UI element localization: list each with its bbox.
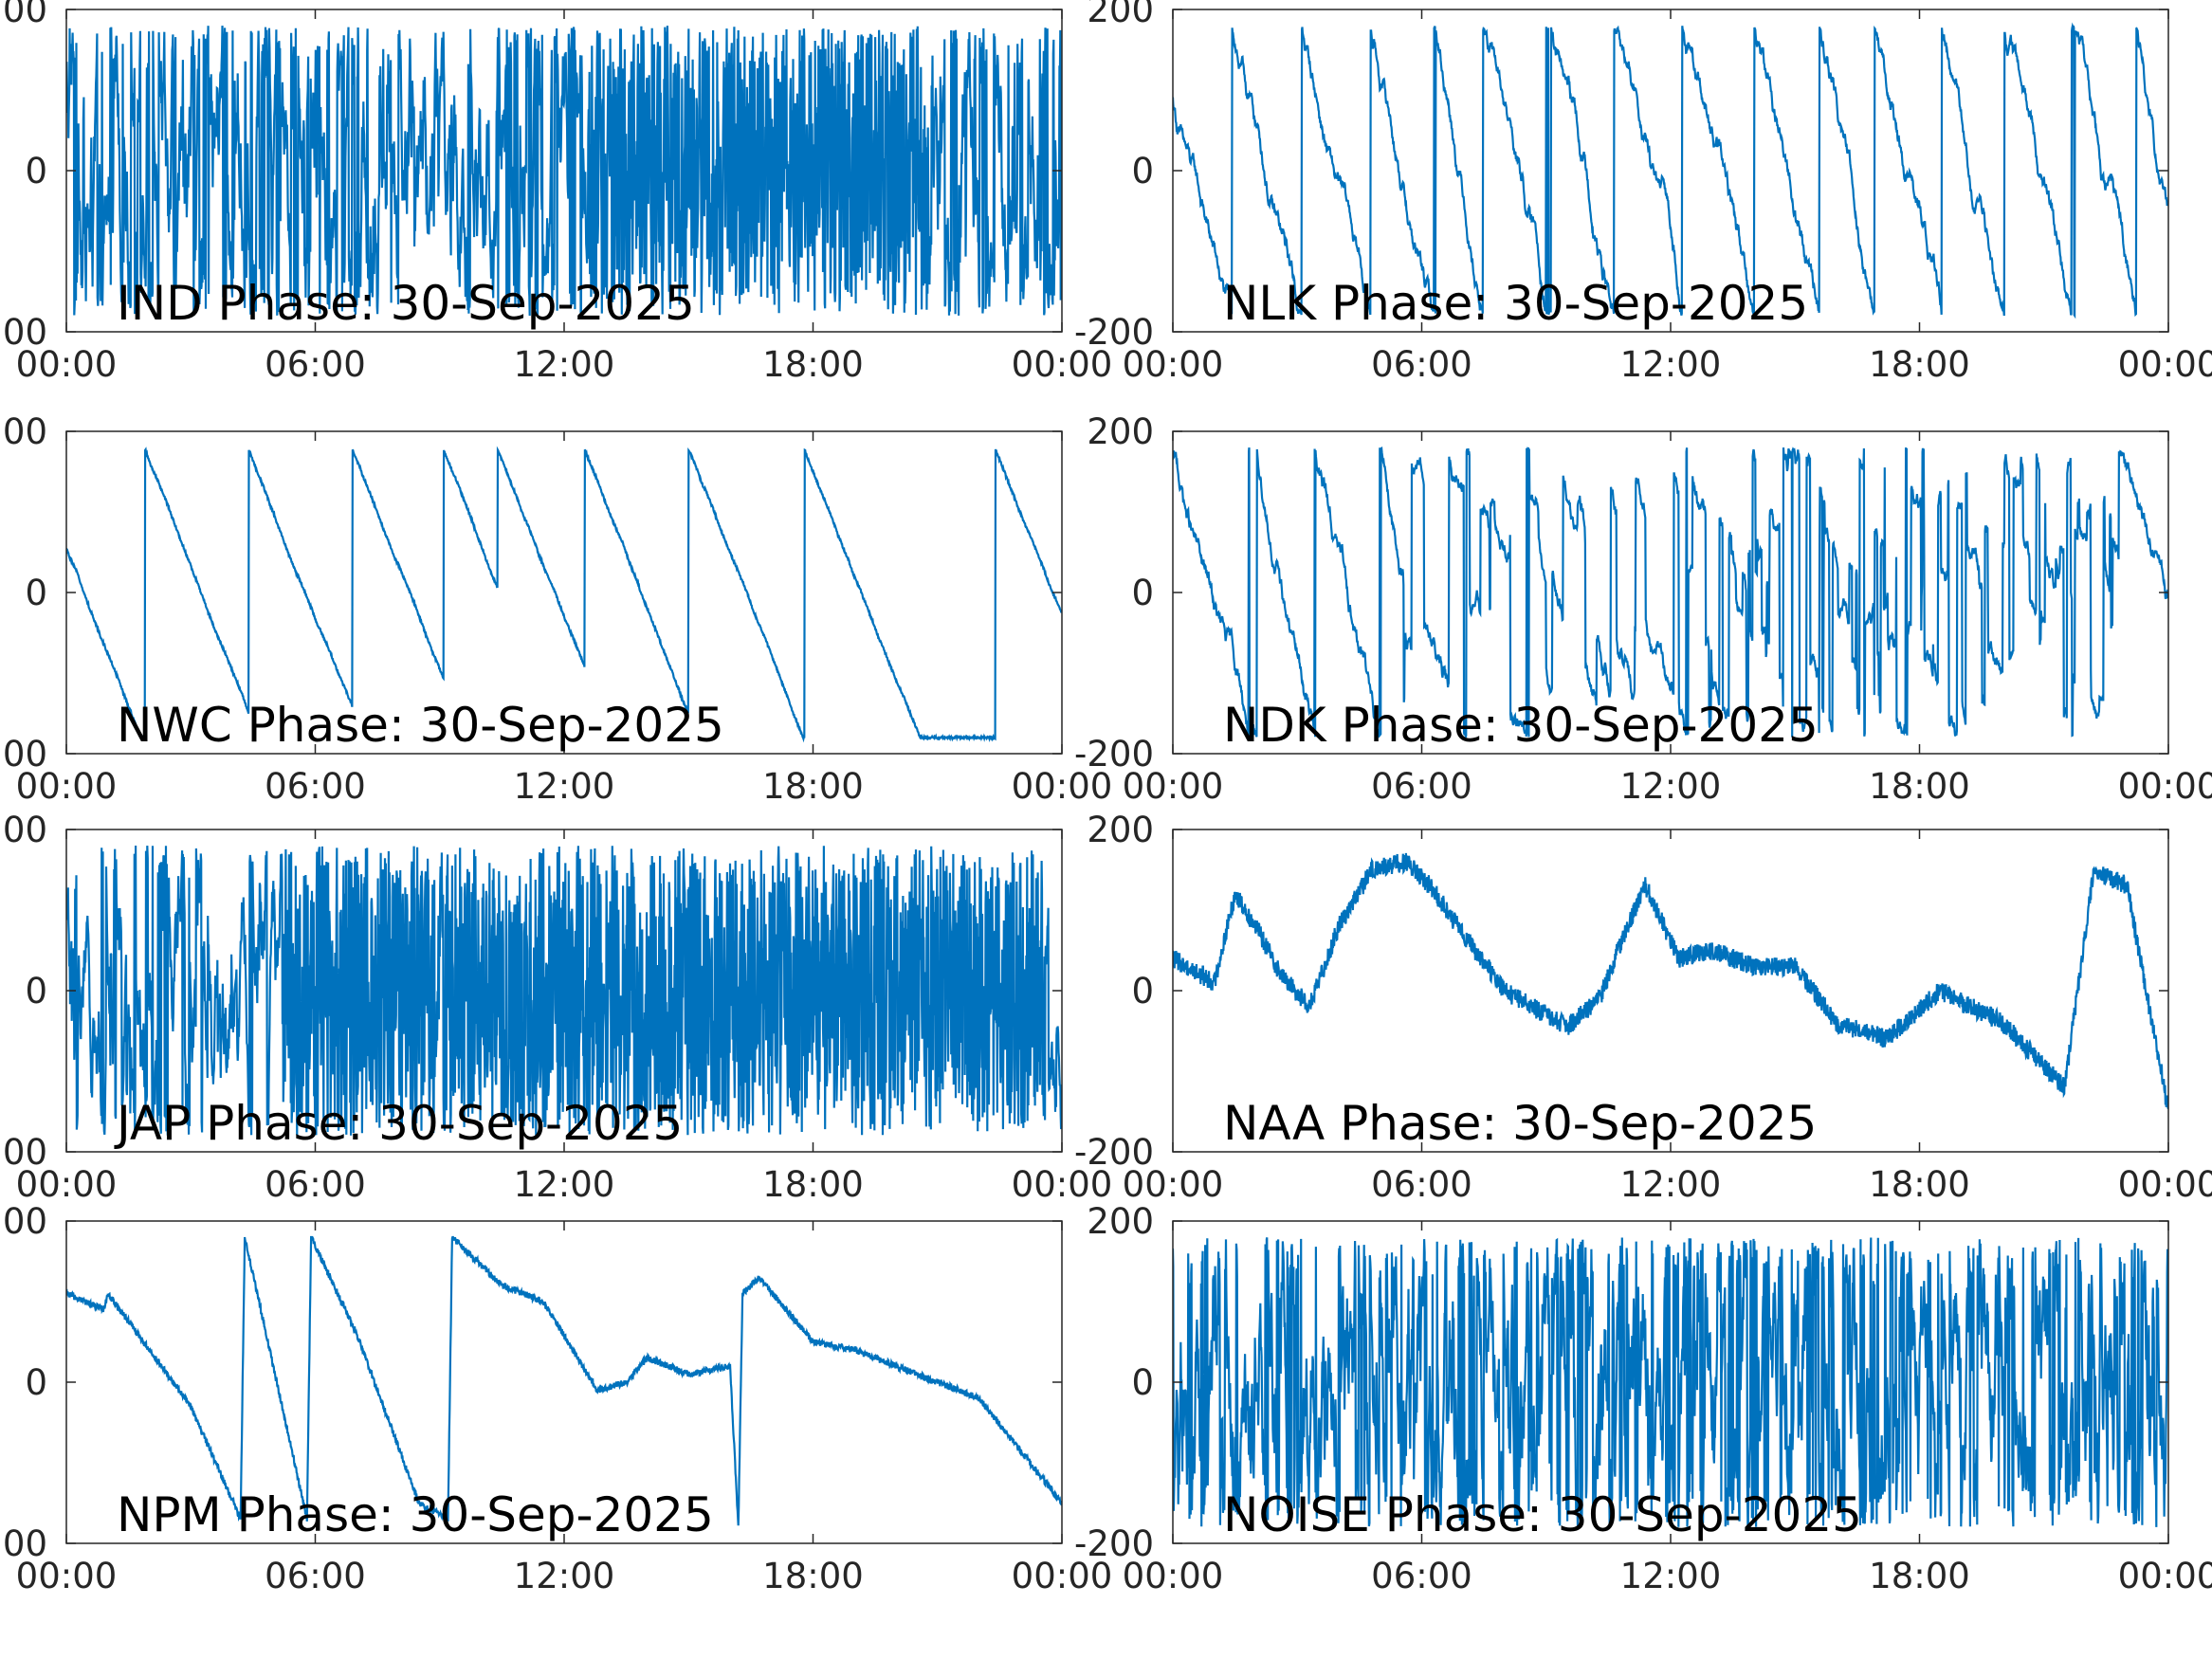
x-tick-label: 00:00 — [1012, 344, 1113, 385]
x-tick-label: 12:00 — [1620, 1164, 1722, 1205]
y-tick-label: 0 — [25, 573, 47, 613]
y-tick-label: -200 — [1074, 312, 1154, 353]
y-tick-label: 200 — [0, 0, 47, 30]
x-tick-label: 06:00 — [1371, 766, 1472, 807]
x-tick-label: 12:00 — [514, 344, 615, 385]
x-tick-label: 12:00 — [514, 1556, 615, 1596]
x-tick-label: 12:00 — [514, 766, 615, 807]
y-tick-label: -200 — [0, 734, 47, 775]
x-tick-label: 00:00 — [16, 344, 118, 385]
x-tick-label: 00:00 — [1123, 344, 1224, 385]
phase-series-line — [66, 1235, 1062, 1526]
x-tick-label: 12:00 — [514, 1164, 615, 1205]
phase-series-line — [66, 446, 1062, 743]
x-tick-label: 00:00 — [16, 766, 118, 807]
x-tick-label: 06:00 — [265, 1164, 366, 1205]
panel-title: NAA Phase: 30-Sep-2025 — [1223, 1096, 1817, 1151]
phase-series-line — [66, 845, 1062, 1136]
x-tick-label: 06:00 — [1371, 1164, 1472, 1205]
y-tick-label: 0 — [25, 971, 47, 1012]
y-tick-label: 0 — [1131, 151, 1154, 191]
y-tick-label: 0 — [25, 1362, 47, 1403]
y-tick-label: -200 — [0, 312, 47, 353]
y-tick-label: 200 — [1087, 810, 1154, 850]
y-tick-label: -200 — [0, 1523, 47, 1564]
y-tick-label: -200 — [0, 1132, 47, 1173]
panel-title: JAP Phase: 30-Sep-2025 — [114, 1096, 683, 1151]
x-tick-label: 00:00 — [16, 1164, 118, 1205]
x-tick-label: 00:00 — [1123, 1556, 1224, 1596]
y-tick-label: 0 — [25, 151, 47, 191]
phase-series-line — [1173, 22, 2168, 319]
x-tick-label: 00:00 — [1012, 1164, 1113, 1205]
y-tick-label: 200 — [0, 411, 47, 452]
panel-title: NLK Phase: 30-Sep-2025 — [1223, 276, 1808, 331]
x-tick-label: 00:00 — [1123, 1164, 1224, 1205]
x-tick-label: 18:00 — [762, 766, 864, 807]
panel-title: NWC Phase: 30-Sep-2025 — [117, 698, 724, 753]
y-tick-label: 0 — [1131, 971, 1154, 1012]
x-tick-label: 18:00 — [1869, 344, 1970, 385]
x-tick-label: 06:00 — [265, 766, 366, 807]
y-tick-label: 0 — [1131, 573, 1154, 613]
x-tick-label: 06:00 — [265, 1556, 366, 1596]
x-tick-label: 06:00 — [1371, 344, 1472, 385]
x-tick-label: 00:00 — [2118, 766, 2212, 807]
x-tick-label: 00:00 — [2118, 344, 2212, 385]
panel-title: NOISE Phase: 30-Sep-2025 — [1223, 1487, 1862, 1542]
phase-series-line — [66, 26, 1062, 317]
phase-series-line — [1173, 1237, 2168, 1527]
y-tick-label: -200 — [1074, 734, 1154, 775]
x-tick-label: 06:00 — [265, 344, 366, 385]
x-tick-label: 00:00 — [16, 1556, 118, 1596]
x-tick-label: 00:00 — [1123, 766, 1224, 807]
phase-series-line — [1173, 852, 2168, 1110]
x-tick-label: 00:00 — [1012, 766, 1113, 807]
x-tick-label: 18:00 — [1869, 766, 1970, 807]
phase-series-line — [1173, 446, 2168, 738]
x-tick-label: 00:00 — [2118, 1556, 2212, 1596]
x-tick-label: 00:00 — [1012, 1556, 1113, 1596]
panel-title: IND Phase: 30-Sep-2025 — [117, 276, 695, 331]
y-tick-label: 200 — [0, 1201, 47, 1242]
x-tick-label: 18:00 — [762, 1164, 864, 1205]
panel-title: NPM Phase: 30-Sep-2025 — [117, 1487, 714, 1542]
y-tick-label: 200 — [0, 810, 47, 850]
y-tick-label: -200 — [1074, 1523, 1154, 1564]
x-tick-label: 00:00 — [2118, 1164, 2212, 1205]
x-tick-label: 18:00 — [1869, 1556, 1970, 1596]
x-tick-label: 18:00 — [762, 1556, 864, 1596]
x-tick-label: 18:00 — [762, 344, 864, 385]
x-tick-label: 12:00 — [1620, 344, 1722, 385]
x-tick-label: 06:00 — [1371, 1556, 1472, 1596]
x-tick-label: 12:00 — [1620, 1556, 1722, 1596]
panel-title: NDK Phase: 30-Sep-2025 — [1223, 698, 1819, 753]
y-tick-label: 200 — [1087, 0, 1154, 30]
y-tick-label: -200 — [1074, 1132, 1154, 1173]
y-tick-label: 0 — [1131, 1362, 1154, 1403]
y-tick-label: 200 — [1087, 1201, 1154, 1242]
x-tick-label: 18:00 — [1869, 1164, 1970, 1205]
y-tick-label: 200 — [1087, 411, 1154, 452]
x-tick-label: 12:00 — [1620, 766, 1722, 807]
